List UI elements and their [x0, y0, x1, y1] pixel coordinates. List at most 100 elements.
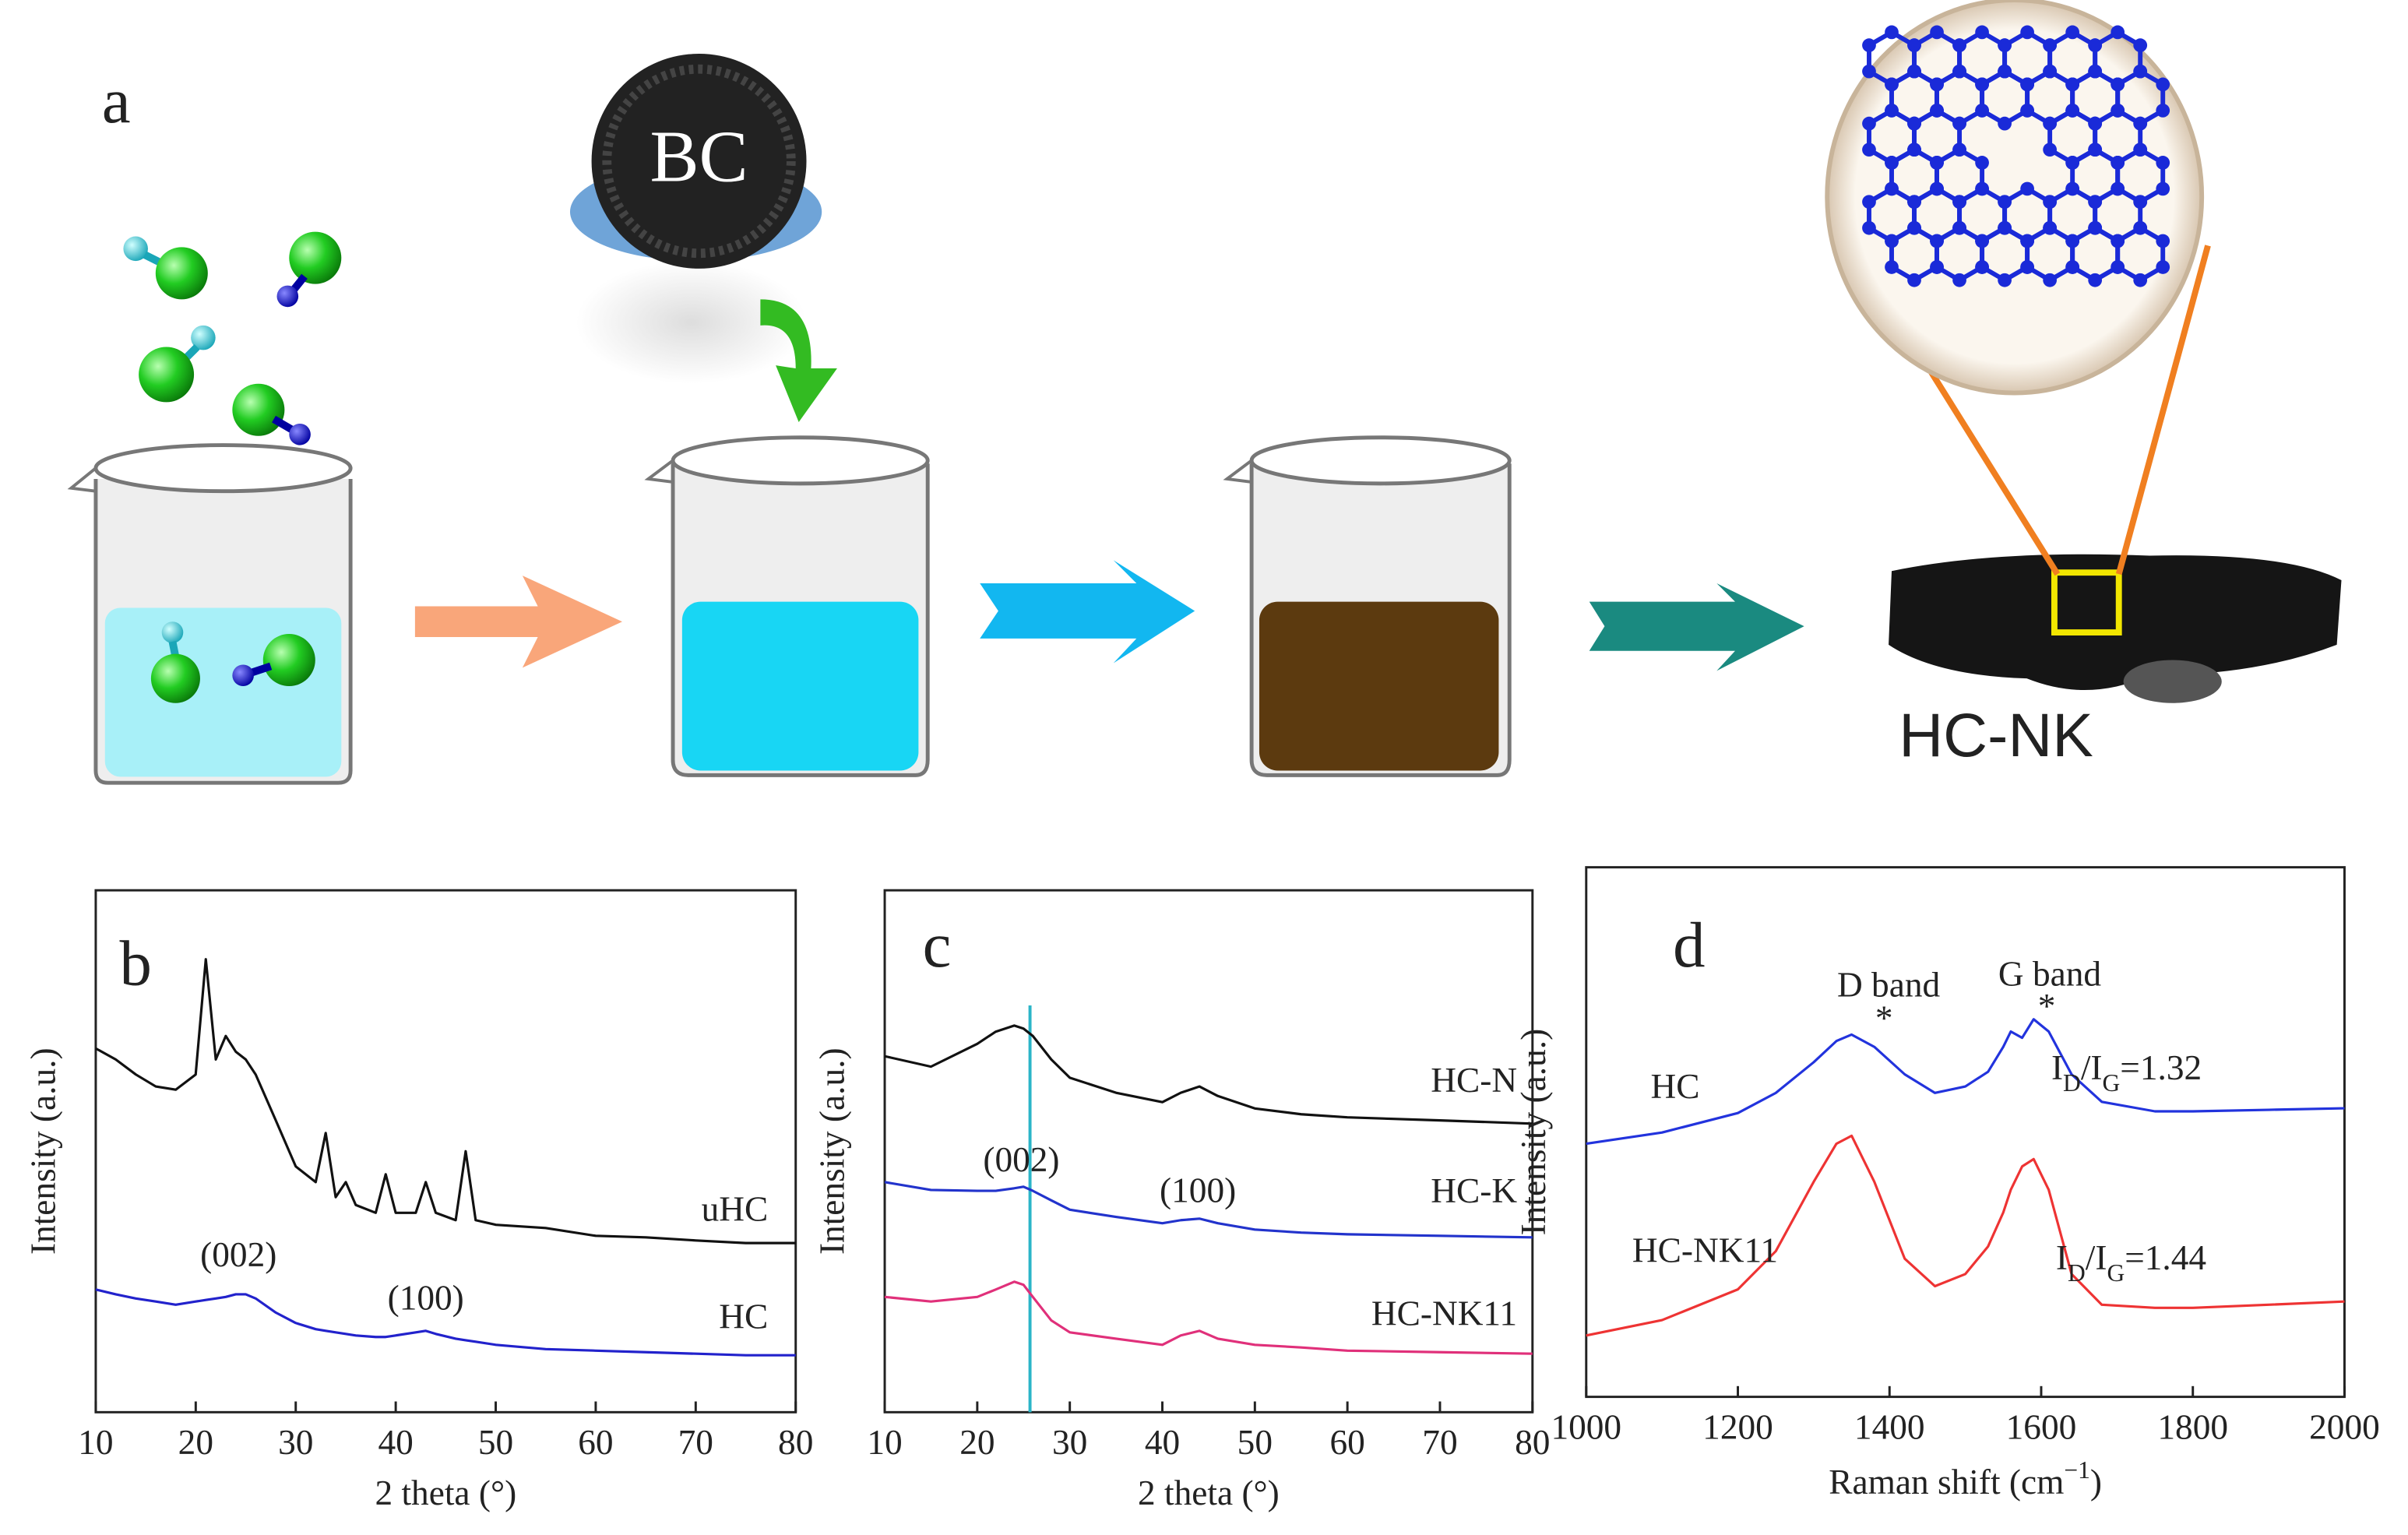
- x-tick-label: 30: [1052, 1423, 1087, 1462]
- lattice-atom: [1907, 116, 1921, 131]
- series-line: [884, 1280, 1533, 1355]
- x-tick-label: 50: [1237, 1423, 1273, 1462]
- text-part: =1.44: [2125, 1239, 2206, 1278]
- y-axis-label: Intensity (a.u.): [23, 1047, 62, 1255]
- text-part: I: [2056, 1239, 2068, 1278]
- annotation: G band: [1998, 955, 2102, 994]
- annotation: *: [1875, 999, 1893, 1038]
- x-tick-label: 40: [378, 1423, 413, 1462]
- annotation: ID/IG=1.32: [2051, 1048, 2202, 1096]
- lattice-atom: [2043, 64, 2058, 79]
- lattice-atom: [2111, 104, 2125, 118]
- lattice-atom: [2111, 156, 2125, 170]
- lattice-atom: [2156, 156, 2170, 170]
- text-part: *: [1875, 999, 1893, 1038]
- lattice-atom: [1998, 116, 2012, 131]
- series-line: [1586, 1134, 2345, 1337]
- x-tick-label: 80: [1515, 1423, 1550, 1462]
- lattice-atom: [1907, 273, 1921, 287]
- lattice-atom: [2133, 38, 2148, 53]
- lattice-atom: [1862, 143, 1876, 157]
- lattice-atom: [2065, 181, 2080, 196]
- lattice-atom: [2020, 260, 2034, 274]
- beaker: [644, 435, 930, 777]
- x-tick-label: 50: [478, 1423, 513, 1462]
- bc-disk: BC: [569, 53, 822, 384]
- lattice-atom: [1975, 104, 1989, 118]
- text-part: *: [2038, 987, 2056, 1026]
- text-part: (100): [1160, 1171, 1236, 1210]
- annotation: *: [2038, 987, 2056, 1026]
- lattice-atom: [1998, 64, 2012, 79]
- lattice-atom: [1952, 38, 1966, 53]
- lattice-atom: [1998, 195, 2012, 209]
- panel-label: b: [119, 928, 151, 999]
- lattice-atom: [2065, 234, 2080, 248]
- lattice-atom: [1862, 38, 1876, 53]
- lattice-atom: [1885, 181, 1899, 196]
- lattice-atom: [2020, 77, 2034, 92]
- lattice-atom: [1930, 104, 1944, 118]
- x-tick-label: 70: [1422, 1423, 1457, 1462]
- text-part: D band: [1837, 966, 1941, 1005]
- annotation: D band: [1837, 966, 1941, 1005]
- lattice-atom: [2065, 104, 2080, 118]
- lattice-atom: [2133, 64, 2148, 79]
- x-tick-label: 10: [78, 1423, 113, 1462]
- x-tick-label: 10: [867, 1423, 902, 1462]
- text-part: G band: [1998, 955, 2102, 994]
- lattice-atom: [2043, 220, 2058, 235]
- lattice-atom: [2020, 234, 2034, 248]
- text-part: Raman shift (cm: [1829, 1463, 2064, 1502]
- arrow: [980, 560, 1195, 664]
- chart: 10 20 30 40 50 60 70 80 2 theta (°) Intensity (a.…: [812, 889, 1550, 1512]
- chart: 10 20 30 40 50 60 70 80 2 theta (°) Intensity (a.…: [23, 889, 813, 1512]
- x-tick-label: 20: [178, 1423, 213, 1462]
- lattice-atom: [1975, 234, 1989, 248]
- x-tick-label: 40: [1145, 1423, 1180, 1462]
- chart: 1000 1200 1400 1600 1800 2000 Raman shift (cm−…: [1514, 866, 2380, 1502]
- lattice-atom: [2133, 220, 2148, 235]
- lattice-atom: [1930, 156, 1944, 170]
- lattice-atom: [1975, 260, 1989, 274]
- lattice-atom: [2065, 25, 2080, 40]
- lattice-atom: [2156, 104, 2170, 118]
- y-axis-label: Intensity (a.u.): [812, 1047, 851, 1255]
- x-tick-label: 60: [1329, 1423, 1364, 1462]
- panel-label: a: [102, 65, 131, 136]
- lattice-atom: [1907, 64, 1921, 79]
- lattice-atom: [2065, 77, 2080, 92]
- series-line: [884, 1181, 1533, 1239]
- lattice-atom: [1907, 195, 1921, 209]
- x-tick-label: 30: [278, 1423, 313, 1462]
- lattice-atom: [2043, 38, 2058, 53]
- bc-label: BC: [650, 117, 748, 198]
- series-label: HC-N: [1431, 1061, 1517, 1100]
- text-part: /I: [2086, 1239, 2107, 1278]
- annotation: (002): [983, 1140, 1059, 1179]
- y-axis-label: Intensity (a.u.): [1514, 1029, 1553, 1236]
- series-line: [884, 1024, 1533, 1125]
- lattice-atom: [1930, 181, 1944, 196]
- lattice-atom: [2156, 234, 2170, 248]
- lattice-atom: [2043, 116, 2058, 131]
- lattice-atom: [1975, 156, 1989, 170]
- lattice-atom: [2133, 195, 2148, 209]
- lattice-atom: [1907, 143, 1921, 157]
- text-part: −1: [2064, 1456, 2090, 1484]
- lattice-atom: [2020, 104, 2034, 118]
- text-part: ): [2090, 1463, 2102, 1502]
- lattice-atom: [2156, 181, 2170, 196]
- arrow: [760, 299, 837, 423]
- arrow: [414, 576, 622, 668]
- x-tick-label: 1600: [2006, 1407, 2077, 1446]
- lattice-atom: [1952, 220, 1966, 235]
- lattice-atom: [1885, 260, 1899, 274]
- x-tick-label: 70: [678, 1423, 713, 1462]
- series-label: HC-NK11: [1371, 1294, 1517, 1333]
- lattice-atom: [1885, 25, 1899, 40]
- arrow: [1589, 583, 1804, 671]
- lattice-atom: [1930, 234, 1944, 248]
- lattice-atom: [1907, 220, 1921, 235]
